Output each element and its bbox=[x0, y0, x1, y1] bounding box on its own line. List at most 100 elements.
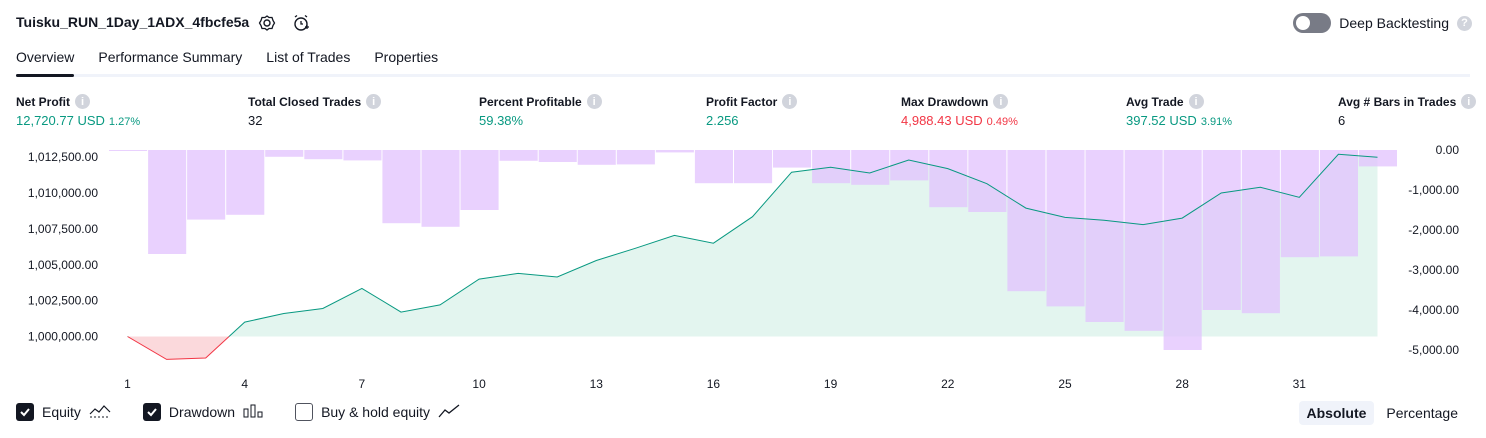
equity-checkbox[interactable] bbox=[16, 403, 34, 421]
drawdown-bar bbox=[812, 150, 851, 184]
x-tick-label: 16 bbox=[707, 377, 721, 391]
y-right-tick-label: 0.00 bbox=[1436, 143, 1460, 157]
metric-value: 4,988.43 USD bbox=[901, 113, 983, 128]
strategy-title: Tuisku_RUN_1Day_1ADX_4fbcfe5a bbox=[16, 14, 250, 30]
info-icon[interactable]: i bbox=[366, 94, 382, 109]
metric-label: Net Profit bbox=[16, 94, 70, 109]
legend-buy-hold[interactable]: Buy & hold equity bbox=[295, 403, 460, 421]
y-left-tick-label: 1,000,000.00 bbox=[28, 330, 98, 344]
x-tick-label: 1 bbox=[124, 377, 131, 391]
deep-backtesting-label: Deep Backtesting bbox=[1339, 15, 1449, 31]
legend-equity[interactable]: Equity bbox=[16, 403, 111, 421]
info-icon[interactable]: i bbox=[75, 94, 90, 109]
drawdown-bar bbox=[968, 150, 1007, 212]
deep-backtesting: Deep Backtesting ? bbox=[1293, 13, 1472, 33]
drawdown-bar bbox=[304, 150, 343, 160]
metric-label: Avg # Bars in Trades bbox=[1338, 94, 1457, 109]
legend-label: Equity bbox=[42, 404, 81, 420]
metric-value: 32 bbox=[248, 113, 263, 128]
y-right-tick-label: -3,000.00 bbox=[1408, 263, 1459, 277]
bar-chart-icon bbox=[243, 404, 263, 421]
help-icon[interactable]: ? bbox=[1457, 15, 1472, 31]
y-right-tick-label: -2,000.00 bbox=[1408, 223, 1459, 237]
drawdown-bar bbox=[343, 150, 382, 161]
drawdown-bar bbox=[1358, 150, 1397, 167]
metric-value: 2.256 bbox=[706, 113, 739, 128]
y-right-tick-label: -1,000.00 bbox=[1408, 183, 1459, 197]
drawdown-bar bbox=[773, 150, 812, 168]
absolute-button[interactable]: Absolute bbox=[1298, 401, 1375, 425]
x-tick-label: 13 bbox=[590, 377, 604, 391]
drawdown-bar bbox=[421, 150, 460, 227]
metric-label: Percent Profitable bbox=[479, 94, 582, 109]
metric-profit-factor: Profit Factor i 2.256 bbox=[706, 94, 798, 128]
metric-value: 397.52 USD bbox=[1126, 113, 1197, 128]
drawdown-bar bbox=[265, 150, 304, 157]
drawdown-bar bbox=[616, 150, 655, 165]
drawdown-bar bbox=[382, 150, 421, 224]
legend-label: Buy & hold equity bbox=[321, 404, 431, 420]
metric-label: Max Drawdown bbox=[901, 94, 989, 109]
settings-icon[interactable] bbox=[258, 14, 276, 32]
legend-drawdown[interactable]: Drawdown bbox=[142, 403, 263, 421]
metric-percent-profitable: Percent Profitable i 59.38% bbox=[479, 94, 602, 128]
drawdown-checkbox[interactable] bbox=[142, 403, 161, 421]
drawdown-bar bbox=[577, 150, 616, 165]
drawdown-bar bbox=[734, 150, 773, 184]
drawdown-bar bbox=[109, 150, 148, 151]
buy-hold-checkbox[interactable] bbox=[295, 403, 314, 421]
metric-value: 12,720.77 USD bbox=[16, 113, 105, 128]
drawdown-bar bbox=[1007, 150, 1046, 292]
legend-label: Drawdown bbox=[168, 404, 236, 420]
drawdown-bar bbox=[148, 150, 187, 254]
metric-total-closed-trades: Total Closed Trades i 32 bbox=[248, 94, 382, 128]
x-tick-label: 25 bbox=[1058, 377, 1072, 391]
drawdown-bar bbox=[1319, 150, 1358, 257]
metric-label: Avg Trade bbox=[1126, 94, 1184, 109]
drawdown-bar bbox=[538, 150, 577, 162]
drawdown-bar bbox=[499, 150, 538, 161]
metric-percent: 3.91% bbox=[1200, 116, 1233, 128]
tab-properties[interactable]: Properties bbox=[374, 49, 439, 65]
drawdown-bar bbox=[1046, 150, 1085, 307]
tab-overview[interactable]: Overview bbox=[16, 42, 75, 77]
x-tick-label: 31 bbox=[1293, 377, 1307, 391]
drawdown-bar bbox=[890, 150, 929, 181]
equity-area-icon bbox=[89, 404, 111, 421]
tab-list-of-trades[interactable]: List of Trades bbox=[266, 49, 351, 65]
drawdown-bar bbox=[1202, 150, 1241, 310]
metric-label: Profit Factor bbox=[706, 94, 778, 109]
y-left-tick-label: 1,012,500.00 bbox=[28, 150, 98, 164]
info-icon[interactable]: i bbox=[993, 94, 1009, 109]
metric-label: Total Closed Trades bbox=[248, 94, 362, 109]
deep-backtesting-toggle[interactable] bbox=[1293, 13, 1332, 33]
info-icon[interactable]: i bbox=[586, 94, 602, 109]
metric-avg-bars: Avg # Bars in Trades i 6 bbox=[1338, 94, 1477, 128]
drawdown-bar bbox=[1241, 150, 1280, 314]
drawdown-bar bbox=[1163, 150, 1202, 350]
metric-net-profit: Net Profit i 12,720.77 USD 1.27% bbox=[16, 94, 140, 128]
drawdown-bar bbox=[1124, 150, 1163, 331]
toggle-knob bbox=[1296, 16, 1311, 30]
tab-performance-summary[interactable]: Performance Summary bbox=[98, 49, 243, 65]
y-left-tick-label: 1,010,000.00 bbox=[28, 186, 98, 200]
y-right-tick-label: -5,000.00 bbox=[1408, 343, 1459, 357]
x-tick-label: 28 bbox=[1176, 377, 1190, 391]
y-left-tick-label: 1,002,500.00 bbox=[28, 294, 98, 308]
drawdown-bar bbox=[694, 150, 733, 184]
percentage-button[interactable]: Percentage bbox=[1386, 405, 1458, 421]
metric-value: 59.38% bbox=[479, 113, 524, 128]
x-tick-label: 10 bbox=[472, 377, 486, 391]
y-right-tick-label: -4,000.00 bbox=[1408, 303, 1459, 317]
equity-drawdown-chart[interactable]: 1,012,500.00 1,010,000.00 1,007,500.00 1,00… bbox=[0, 140, 1486, 400]
metric-percent: 0.49% bbox=[986, 116, 1018, 128]
add-alert-icon[interactable] bbox=[292, 14, 310, 32]
metric-max-drawdown: Max Drawdown i 4,988.43 USD 0.49% bbox=[901, 94, 1018, 128]
info-icon[interactable]: i bbox=[1461, 94, 1477, 109]
drawdown-bar bbox=[929, 150, 968, 208]
info-icon[interactable]: i bbox=[782, 94, 798, 109]
x-tick-label: 4 bbox=[241, 377, 248, 391]
drawdown-bar bbox=[655, 150, 694, 153]
drawdown-bar bbox=[460, 150, 499, 210]
info-icon[interactable]: i bbox=[1188, 94, 1204, 109]
